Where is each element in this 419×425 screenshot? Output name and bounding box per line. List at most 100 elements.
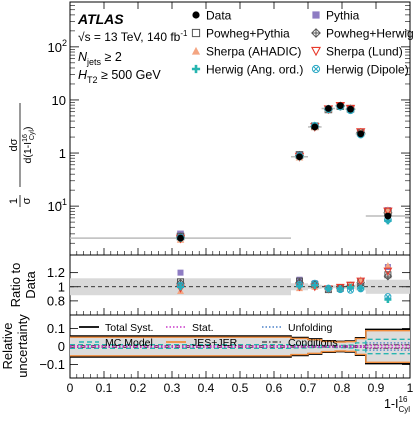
legend-marker (311, 28, 321, 38)
unc-legend-label: JES+JER (192, 337, 238, 349)
ratio-marker-x (312, 280, 318, 286)
y-label-sigma: σ (21, 197, 33, 204)
ratio-marker-x (337, 287, 343, 293)
njets-label: Njets ≥ 2 (78, 50, 122, 67)
total-syst-band (365, 329, 410, 364)
ratio-marker (356, 277, 366, 286)
x-tick-label: 0.4 (198, 381, 215, 395)
ht-label: HT2 ≥ 500 GeV (78, 68, 161, 85)
ratio-marker (177, 281, 184, 289)
legend-label: Herwig (Dipole) (326, 63, 409, 77)
ratio-y-tick-label: 1 (58, 279, 65, 294)
legend-label: Herwig (Ang. ord.) (206, 63, 303, 77)
legend-marker (311, 64, 321, 74)
x-tick-label: 0.3 (164, 381, 181, 395)
ratio-label-line1: Ratio to (8, 263, 23, 308)
atlas-label: ATLAS (77, 11, 124, 27)
x-tick-label: 0.1 (96, 381, 113, 395)
ratio-marker (383, 267, 393, 276)
data-point (311, 123, 319, 131)
unc-legend-label: Conditions (288, 337, 338, 349)
y-label-denominator: d(1-I16Cyl) (22, 126, 36, 163)
x-tick-label: 0.2 (130, 381, 147, 395)
data-point (325, 105, 332, 112)
ratio-y-tick-label: 0.8 (47, 293, 65, 308)
legend-label: Pythia (326, 9, 360, 23)
uncertainty-line (70, 329, 410, 343)
x-tick-label: 0.6 (266, 381, 283, 395)
unc-legend-label: Unfolding (288, 322, 333, 334)
y-tick-label: 1 (59, 146, 66, 161)
legend-marker (191, 28, 201, 38)
uncertainty-line (70, 346, 410, 349)
unc-y-tick-label: 0.1 (47, 321, 65, 336)
ratio-marker (177, 269, 184, 276)
top-y-axis-label: 1 σ dσ d(1-I16Cyl) (8, 103, 36, 207)
data-point (357, 130, 365, 138)
x-tick-label: 0 (67, 381, 74, 395)
unc-legend-label: Total Syst. (105, 322, 153, 334)
ratio-marker (311, 279, 319, 287)
total-syst-band (291, 337, 308, 356)
x-axis-label: 1-I16 Cyl (384, 395, 410, 414)
legend-label: Sherpa (Lund) (326, 45, 403, 59)
legend-label: Sherpa (AHADIC) (206, 45, 301, 59)
ratio-marker-x (325, 285, 331, 291)
unc-label-line2: uncertainty (15, 314, 30, 378)
x-tick-label: 0.5 (232, 381, 249, 395)
ratio-marker (336, 286, 344, 294)
total-syst-band (308, 338, 322, 355)
legend-marker (310, 46, 322, 57)
y-tick-label: 10 (48, 40, 62, 55)
ratio-marker-x (348, 287, 353, 293)
unc-y-tick-label: 0 (58, 339, 65, 354)
ratio-y-axis-label: Ratio to Data (8, 263, 38, 308)
energy-label: √s = 13 TeV, 140 fb-1 (78, 29, 188, 44)
x-tick-label: 0.7 (300, 381, 317, 395)
ratio-marker (384, 293, 392, 301)
y-label-dsigma: dσ (8, 138, 20, 151)
ratio-label-line2: Data (23, 271, 38, 299)
ratio-marker-x (297, 282, 302, 288)
legend-marker-x (313, 66, 319, 72)
unc-legend-label: Stat. (192, 322, 214, 334)
data-point (177, 234, 184, 242)
unc-y-tick-label: −0.1 (39, 357, 65, 372)
total-syst-band (321, 340, 336, 353)
ratio-marker (357, 285, 365, 293)
ratio-marker-x (358, 286, 364, 292)
uncertainty-line (70, 350, 410, 364)
legend-marker (192, 11, 200, 19)
legend-marker (312, 11, 320, 19)
ratio-marker (346, 281, 355, 291)
ratio-y-tick-label: 1.2 (47, 265, 65, 280)
legend-label: Data (206, 9, 232, 23)
data-point (336, 102, 344, 110)
legend-marker-cross (312, 29, 320, 37)
ratio-marker (347, 286, 354, 294)
legend-label: Powheg+Pythia (206, 27, 290, 41)
ratio-marker (383, 271, 393, 281)
ratio-marker (384, 262, 392, 269)
legend-marker (191, 64, 201, 74)
y-tick-exponent: −1 (57, 197, 67, 207)
unc-legend-label: MC Model (105, 337, 153, 349)
data-point (384, 212, 392, 220)
y-tick-label: 10 (52, 93, 66, 108)
data-point (347, 105, 354, 113)
total-syst-band (70, 336, 291, 357)
ratio-marker-x (385, 294, 391, 300)
y-tick-exponent: 2 (62, 38, 67, 48)
ratio-marker-x (178, 282, 183, 288)
x-tick-label: 1 (407, 381, 414, 395)
legend-marker (191, 46, 201, 55)
data-point (296, 153, 303, 161)
y-label-one: 1 (8, 198, 20, 204)
unc-label-line1: Relative (0, 323, 15, 370)
unc-y-axis-label: Relative uncertainty (0, 314, 30, 378)
uncertainty-line (70, 344, 410, 347)
x-tick-label: 0.9 (368, 381, 385, 395)
y-tick-label: 10 (48, 199, 62, 214)
mc-marker (383, 207, 393, 217)
